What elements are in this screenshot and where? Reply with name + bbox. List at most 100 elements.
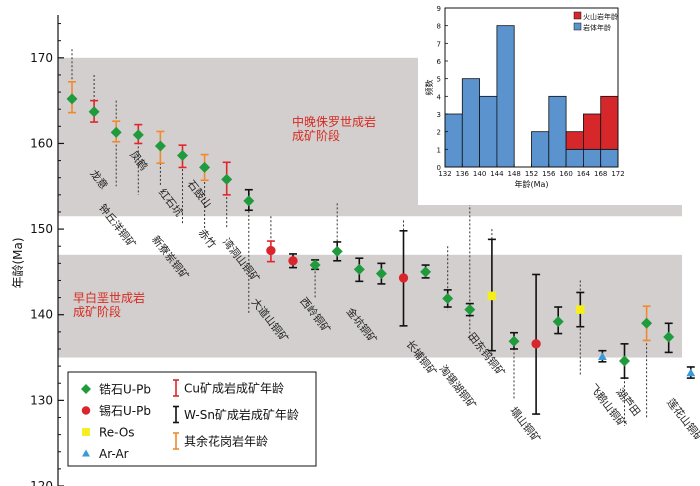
inset-y-label: 频数 xyxy=(424,80,434,96)
legend-label: Re-Os xyxy=(99,426,135,440)
point-diamond xyxy=(663,331,675,343)
inset-bar-rock xyxy=(444,113,463,168)
point-triangle xyxy=(686,368,696,377)
point-diamond xyxy=(132,129,144,141)
point-circle xyxy=(398,273,409,283)
point-diamond xyxy=(88,106,100,118)
point-diamond xyxy=(619,355,630,367)
y-tick-label: 140 xyxy=(30,308,53,322)
point-diamond xyxy=(641,317,653,329)
inset-y-tick-label: 9 xyxy=(437,5,441,13)
legend-label: 其余花岗岩年龄 xyxy=(184,434,268,449)
y-axis-label: 年龄(Ma) xyxy=(11,237,25,288)
inset-y-tick-label: 8 xyxy=(437,23,441,31)
point-diamond xyxy=(464,304,476,316)
inset-y-tick-label: 6 xyxy=(437,58,442,66)
point-diamond xyxy=(177,149,188,161)
point-diamond xyxy=(420,266,432,278)
legend-label: Ar-Ar xyxy=(99,447,129,461)
inset-x-label: 年龄(Ma) xyxy=(514,179,548,189)
inset-x-tick-label: 172 xyxy=(611,170,624,178)
inset-bar-rock xyxy=(565,148,584,168)
inset-bar-rock xyxy=(461,78,480,168)
inset-x-tick-label: 152 xyxy=(525,170,538,178)
inset-bar-volcanic xyxy=(600,95,619,150)
legend-marker-diamond xyxy=(81,384,91,394)
inset-y-tick-label: 7 xyxy=(437,40,441,48)
inset-x-tick-label: 132 xyxy=(438,170,451,178)
site-label: 塌山铜矿 xyxy=(507,404,543,445)
inset-bar-rock xyxy=(496,25,515,168)
point-square xyxy=(576,305,585,314)
inset-legend-swatch xyxy=(573,11,582,20)
point-diamond xyxy=(199,161,211,173)
inset-x-tick-label: 156 xyxy=(542,170,556,178)
point-diamond xyxy=(243,195,255,207)
inset-bar-rock xyxy=(479,95,498,168)
legend-label: 锡石U-Pb xyxy=(99,403,151,418)
legend: 锆石U-Pb 锡石U-Pb Re-Os Ar-Ar Cu矿成岩成矿年龄 W-Sn矿成岩成矿… xyxy=(67,371,317,467)
inset-bar-rock xyxy=(531,131,550,168)
point-diamond xyxy=(154,140,166,152)
point-circle xyxy=(288,256,298,266)
data-markers xyxy=(66,93,696,377)
point-diamond xyxy=(331,245,343,257)
point-diamond xyxy=(309,259,321,271)
site-label: 赤竹 xyxy=(196,226,219,251)
inset-bar-rock xyxy=(583,148,602,168)
inset-legend-label: 火山岩年龄 xyxy=(583,12,618,21)
y-axis: 120 130 140 150 160 170 xyxy=(30,15,64,486)
inset-x-tick-label: 136 xyxy=(456,170,470,178)
legend-marker-square xyxy=(82,428,90,436)
point-diamond xyxy=(353,263,365,275)
site-label: 莲花山铜矿 xyxy=(664,396,700,445)
inset-y-tick-label: 3 xyxy=(437,111,441,119)
point-diamond xyxy=(508,335,520,347)
point-diamond xyxy=(110,126,122,138)
site-label: 淘锡湖铜矿 xyxy=(436,363,479,412)
stage-label-line: 成矿阶段 xyxy=(73,304,121,319)
y-tick-label: 170 xyxy=(30,51,53,65)
point-diamond xyxy=(552,316,564,328)
inset-bar-volcanic xyxy=(565,131,584,150)
stage-label-line: 成矿阶段 xyxy=(292,128,340,143)
legend-box xyxy=(67,371,317,467)
legend-label: Cu矿成岩成矿年龄 xyxy=(184,381,284,396)
y-tick-label: 130 xyxy=(30,393,53,407)
point-diamond xyxy=(442,292,454,304)
inset-y-tick-label: 5 xyxy=(437,76,441,84)
point-circle xyxy=(531,339,541,349)
inset-bar-volcanic xyxy=(583,113,602,150)
inset-y-tick-label: 1 xyxy=(437,146,441,154)
point-diamond xyxy=(375,268,387,280)
inset-x-tick-label: 168 xyxy=(594,170,607,178)
point-diamond xyxy=(221,173,233,185)
legend-marker-circle xyxy=(81,406,91,415)
point-circle xyxy=(266,245,276,256)
inset-x-tick-label: 160 xyxy=(559,170,572,178)
y-tick-label: 160 xyxy=(30,136,53,150)
inset-bar-rock xyxy=(548,95,567,168)
y-tick-label: 120 xyxy=(30,479,53,486)
inset-y-tick-label: 0 xyxy=(437,164,441,172)
inset-x-tick-label: 144 xyxy=(490,170,504,178)
inset-x-tick-label: 148 xyxy=(508,170,521,178)
inset-y-tick-label: 4 xyxy=(437,93,442,101)
inset-legend-label: 岩体年龄 xyxy=(583,23,611,32)
inset-legend-swatch xyxy=(573,22,582,31)
point-triangle xyxy=(598,352,607,360)
stage-label-line: 中晚侏罗世成岩 xyxy=(292,114,376,129)
point-diamond xyxy=(66,93,78,105)
legend-label: 锆石U-Pb xyxy=(99,383,151,397)
y-tick-label: 150 xyxy=(30,222,53,236)
inset-y-tick-label: 2 xyxy=(437,129,441,137)
inset-bar-rock xyxy=(600,148,619,168)
inset-x-tick-label: 164 xyxy=(577,170,591,178)
inset-x-tick-label: 140 xyxy=(473,170,486,178)
stage-label-line: 早白垩世成岩 xyxy=(73,290,145,305)
legend-label: W-Sn矿成岩成矿年龄 xyxy=(184,407,299,422)
point-square xyxy=(487,291,497,301)
